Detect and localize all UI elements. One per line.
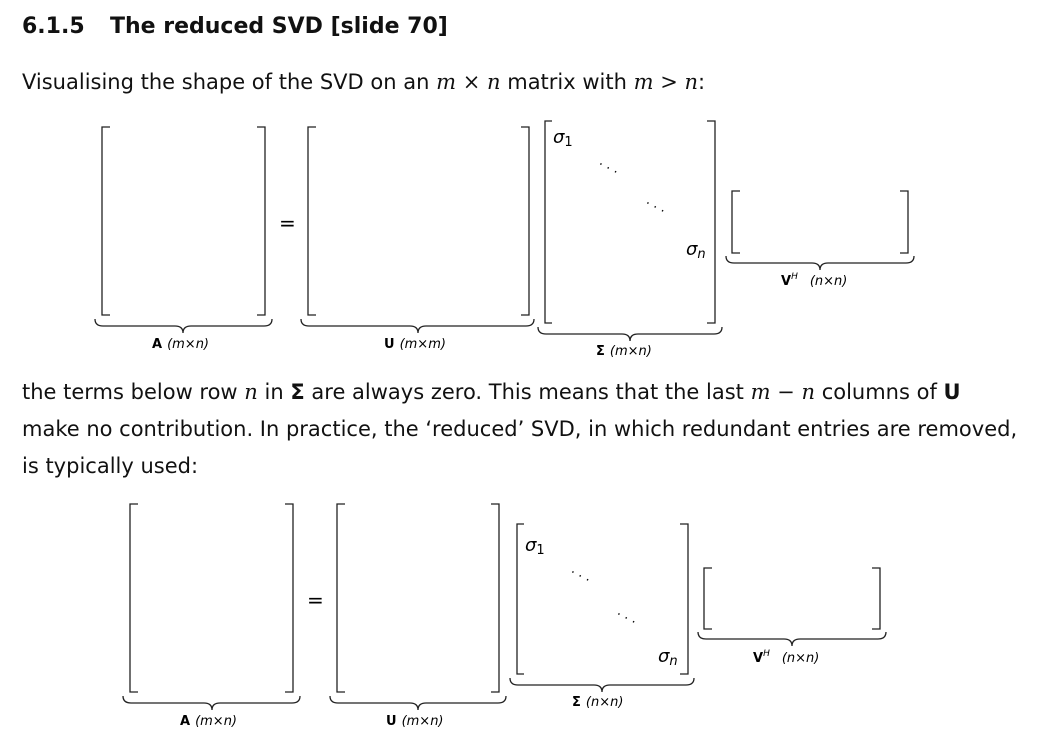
reduced-sigma-1: σ1 <box>525 535 545 558</box>
matrix-vh-brackets <box>731 190 909 254</box>
explanation-line-1: the terms below row n in Σ are always ze… <box>22 380 961 404</box>
equals-sign: = <box>279 211 296 235</box>
section-title: The reduced SVD [slide 70] <box>110 14 448 39</box>
full-svd-figure: A (m×n) = U (m×m) σ1 · · · · · · σn Σ (m×n)… <box>94 120 915 359</box>
underbrace-sigma <box>537 326 723 342</box>
reduced-matrix-a-brackets <box>129 503 294 693</box>
matrix-a-brackets <box>101 126 266 316</box>
reduced-label-sigma: Σ (n×n) <box>572 695 623 710</box>
label-sigma: Σ (m×n) <box>596 344 652 359</box>
reduced-underbrace-a <box>122 695 301 711</box>
reduced-label-u: U (m×n) <box>386 714 444 729</box>
underbrace-vh <box>725 255 915 271</box>
matrix-sigma-brackets <box>544 120 716 324</box>
reduced-underbrace-u <box>329 695 507 711</box>
section-number: 6.1.5 <box>22 14 85 39</box>
reduced-equals-sign: = <box>307 588 324 612</box>
label-u: U (m×m) <box>384 337 446 352</box>
label-vh: VH (n×n) <box>781 272 847 289</box>
reduced-underbrace-sigma <box>509 677 695 693</box>
reduced-matrix-u-brackets <box>336 503 500 693</box>
sigma-n: σn <box>686 239 706 262</box>
reduced-underbrace-vh <box>697 631 887 647</box>
explanation-line-2: make no contribution. In practice, the ‘… <box>22 417 1018 441</box>
section-heading: 6.1.5 The reduced SVD [slide 70] <box>22 14 448 39</box>
reduced-matrix-vh-brackets <box>703 567 881 630</box>
reduced-sigma-n: σn <box>658 646 678 669</box>
matrix-u-brackets <box>307 126 530 316</box>
intro-paragraph: Visualising the shape of the SVD on an m… <box>22 70 706 94</box>
reduced-label-a: A (m×n) <box>180 714 237 729</box>
reduced-label-vh: VH (n×n) <box>753 649 819 666</box>
sigma-1: σ1 <box>553 127 573 150</box>
explanation-line-3: is typically used: <box>22 454 199 478</box>
reduced-matrix-sigma-brackets <box>516 523 689 675</box>
reduced-diagonal-dots-upper: · · · <box>567 565 592 588</box>
explanation-paragraph: the terms below row n in Σ are always ze… <box>22 374 1017 485</box>
reduced-diagonal-dots-lower: · · · <box>613 607 638 630</box>
underbrace-u <box>300 318 535 334</box>
label-a: A (m×n) <box>152 337 209 352</box>
underbrace-a <box>94 318 273 334</box>
